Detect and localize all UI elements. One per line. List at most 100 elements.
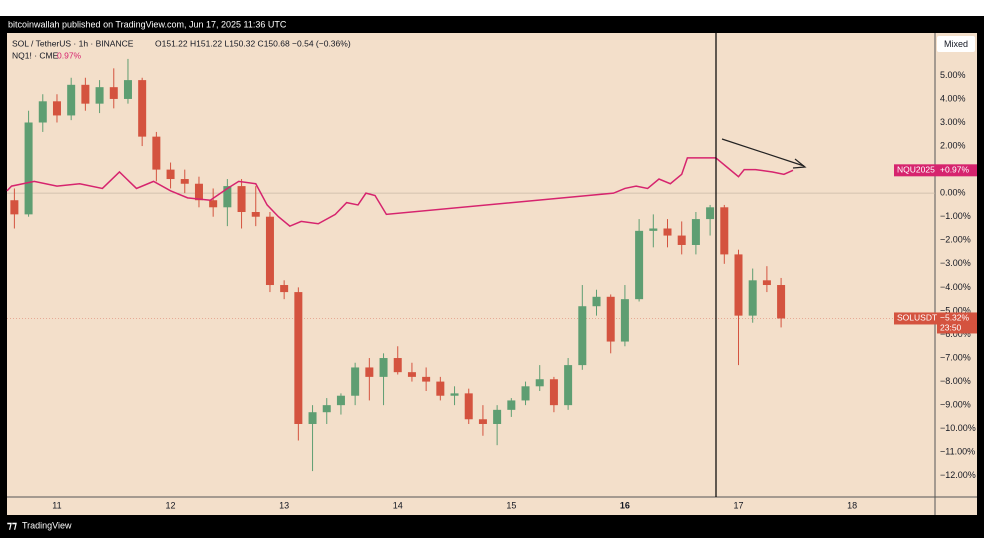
candle-body [223,186,232,208]
candle-body [138,80,147,137]
candle-body [777,285,786,319]
candle-body [635,230,644,300]
candle-body [507,400,516,410]
grid [7,192,935,319]
candle-body [407,372,416,377]
candle-body [38,101,47,123]
y-tick-label: −1.00% [940,211,971,221]
candle-body [649,228,658,231]
overlay-tag-box [894,164,977,177]
candle-body [265,216,274,286]
candle-body [706,207,715,220]
candle-body [436,381,445,396]
candle-body [237,186,246,213]
candle-body [549,379,558,406]
overlay-legend-value: 0.97% [57,50,82,60]
overlay-last-label: +0.97% [940,165,970,175]
price-tag-box [894,312,977,325]
candle-body [194,183,203,201]
y-tick-label: 2.00% [940,140,966,150]
tradingview-logo: ⁊⁊ [7,521,17,532]
candle-body [677,235,686,245]
candle-body [81,84,90,104]
candle-body [308,412,317,424]
candle-body [592,296,601,307]
candle-body [180,179,189,184]
price-tag: SOLUSDT [897,313,937,323]
candle-body [464,393,473,420]
labels: 5.00%4.00%3.00%2.00%1.00%0.00%−1.00%−2.0… [52,70,977,510]
candle-body [422,376,431,382]
ohlc-values: O151.22 H151.22 L150.32 C150.68 −0.54 (−… [155,38,351,48]
y-tick-label: −5.00% [940,305,971,315]
y-tick-label: 4.00% [940,93,966,103]
chart-background [7,33,977,515]
candle-body [535,379,544,387]
candle-body [748,280,757,316]
candle-body [606,296,615,342]
footer-brand: TradingView [22,520,72,530]
y-tick-label: −9.00% [940,400,971,410]
symbol-name: SOL / TetherUS · 1h · BINANCE [12,38,134,48]
candle-body [10,200,19,215]
candle-body [578,306,587,366]
y-tick-label: −4.00% [940,282,971,292]
y-tick-label: −3.00% [940,258,971,268]
candle-body [280,285,289,293]
overlay-tag: NQU2025 [897,165,935,175]
y-tick-label: −7.00% [940,352,971,362]
candle-body [379,358,388,377]
y-tick-label: 0.00% [940,188,966,198]
candle-body [294,292,303,424]
candle-body [336,395,345,406]
candle-body [478,419,487,424]
countdown: 23:50 [940,323,962,333]
candle-body [251,212,260,217]
candle-body [493,409,502,424]
mixed-button[interactable] [937,36,975,52]
y-tick-label: −10.00% [940,423,976,433]
candle-body [450,393,459,396]
candle-body [521,386,530,401]
price-last-label: −5.32% [940,313,970,323]
candle-body [720,207,729,255]
countdown-box [937,323,977,334]
publish-header: bitcoinwallah published on TradingView.c… [8,19,287,29]
candle-body [166,169,175,180]
x-tick-label: 12 [166,500,176,510]
candle-body [322,405,331,413]
x-tick-label: 17 [733,500,743,510]
y-tick-label: −2.00% [940,235,971,245]
candle-body [620,299,629,342]
y-tick-label: −12.00% [940,470,976,480]
x-tick-label: 15 [506,500,516,510]
y-tick-label: 5.00% [940,70,966,80]
x-tick-label: 18 [847,500,857,510]
candle-body [393,358,402,373]
candle-body [209,200,218,208]
candle-body [351,367,360,396]
candle-body [564,365,573,406]
svg-text:⁊⁊: ⁊⁊ [7,521,17,532]
x-tick-label: 13 [279,500,289,510]
candle-body [52,101,61,116]
y-tick-label: −11.00% [940,447,975,457]
y-tick-label: −6.00% [940,329,971,339]
candle-body [123,80,132,99]
candle-body [67,84,76,116]
x-tick-label: 11 [52,500,61,510]
mixed-button-label[interactable]: Mixed [944,39,968,49]
plot [6,58,794,472]
y-tick-label: −8.00% [940,376,971,386]
candle-body [95,87,104,104]
arrow-drawing [721,138,807,169]
x-tick-label: 16 [620,500,630,510]
overlay-legend: NQ1! · CME [12,50,59,60]
candle-body [762,280,771,286]
candle-body [734,254,743,316]
x-tick-label: 14 [393,500,403,510]
candle-body [365,367,374,377]
y-tick-label: 3.00% [940,117,966,127]
candle-body [691,219,700,245]
